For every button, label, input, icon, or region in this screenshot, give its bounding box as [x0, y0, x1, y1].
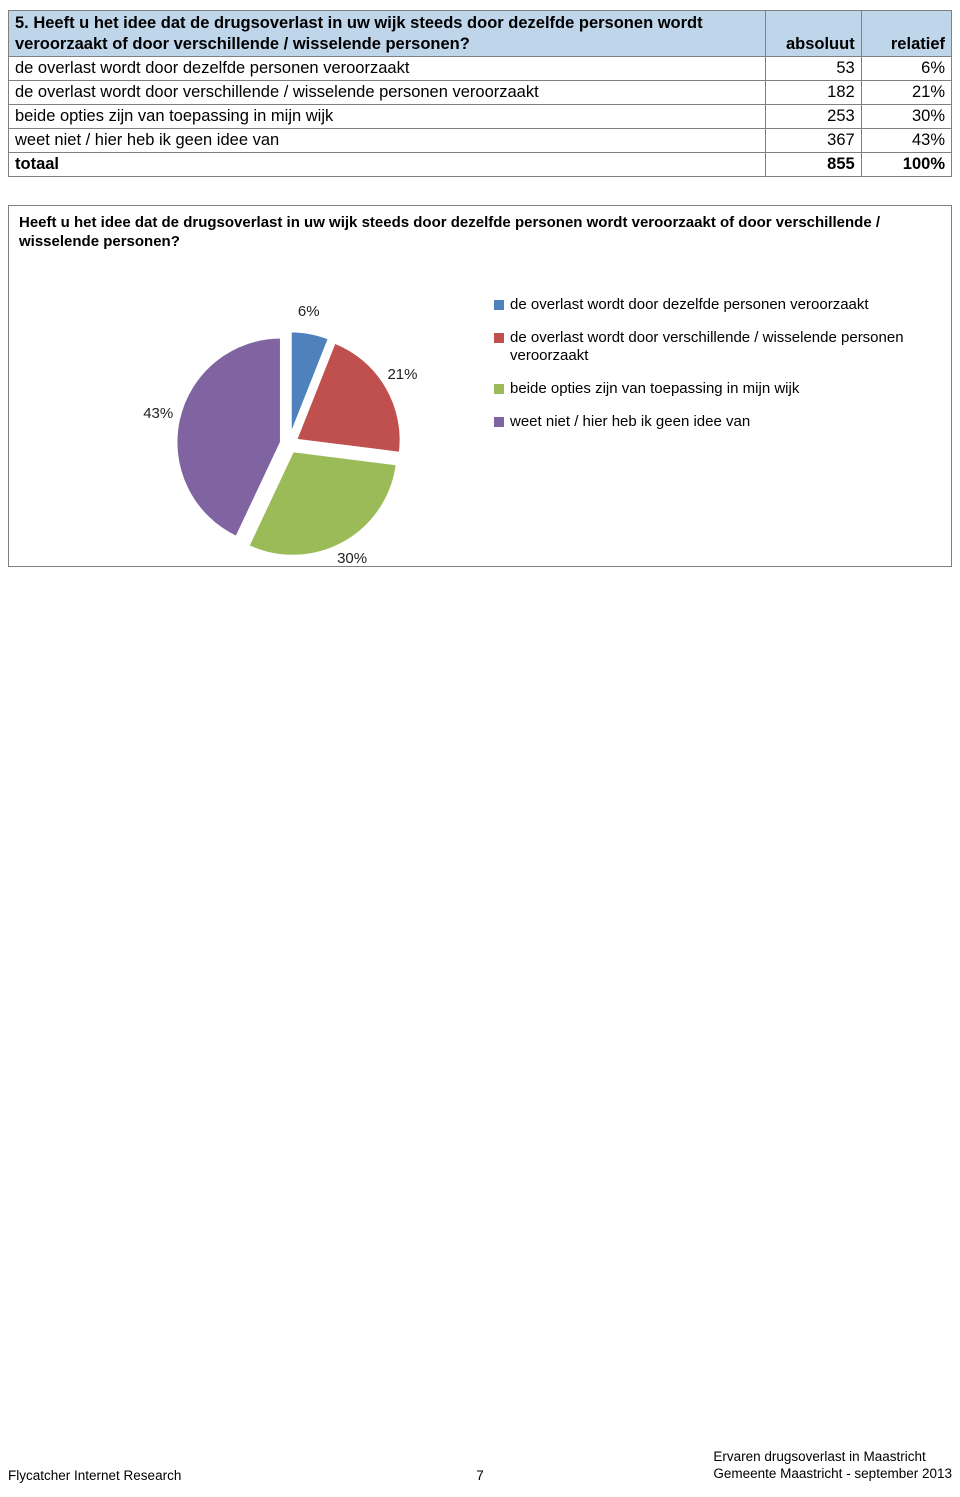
- row-label: de overlast wordt door verschillende / w…: [9, 81, 766, 105]
- row-label: weet niet / hier heb ik geen idee van: [9, 129, 766, 153]
- row-abs: 253: [766, 105, 861, 129]
- footer-page-number: 7: [476, 1468, 484, 1483]
- footer-right-line2: Gemeente Maastricht - september 2013: [713, 1466, 952, 1481]
- legend-swatch: [494, 300, 504, 310]
- chart-body: 6%21%30%43% de overlast wordt door dezel…: [19, 256, 941, 556]
- survey-table: 5. Heeft u het idee dat de drugsoverlast…: [8, 10, 952, 177]
- total-abs: 855: [766, 153, 861, 177]
- legend-item: de overlast wordt door dezelfde personen…: [494, 296, 941, 315]
- pie-pct-label: 43%: [143, 405, 173, 422]
- pie-svg: [129, 284, 449, 604]
- pie-chart-box: Heeft u het idee dat de drugsoverlast in…: [8, 205, 952, 567]
- table-col-abs: absoluut: [766, 11, 861, 57]
- legend-label: de overlast wordt door verschillende / w…: [510, 329, 941, 367]
- table-row: beide opties zijn van toepassing in mijn…: [9, 105, 952, 129]
- legend-item: beide opties zijn van toepassing in mijn…: [494, 380, 941, 399]
- table-row: de overlast wordt door verschillende / w…: [9, 81, 952, 105]
- pie-pct-label: 6%: [298, 303, 320, 320]
- row-abs: 53: [766, 57, 861, 81]
- row-abs: 367: [766, 129, 861, 153]
- table-question: 5. Heeft u het idee dat de drugsoverlast…: [9, 11, 766, 57]
- row-label: de overlast wordt door dezelfde personen…: [9, 57, 766, 81]
- pie-chart: 6% 21% 30% 43%: [129, 284, 449, 607]
- page-footer: Flycatcher Internet Research 7 Ervaren d…: [8, 1449, 952, 1483]
- row-rel: 6%: [861, 57, 951, 81]
- total-label: totaal: [9, 153, 766, 177]
- legend-swatch: [494, 417, 504, 427]
- legend-label: weet niet / hier heb ik geen idee van: [510, 413, 750, 432]
- pie-pct-label: 21%: [387, 366, 417, 383]
- row-abs: 182: [766, 81, 861, 105]
- chart-title: Heeft u het idee dat de drugsoverlast in…: [19, 214, 941, 252]
- legend-item: weet niet / hier heb ik geen idee van: [494, 413, 941, 432]
- footer-right: Ervaren drugsoverlast in Maastricht Geme…: [713, 1449, 952, 1483]
- total-rel: 100%: [861, 153, 951, 177]
- table-row: weet niet / hier heb ik geen idee van 36…: [9, 129, 952, 153]
- footer-right-line1: Ervaren drugsoverlast in Maastricht: [713, 1449, 925, 1464]
- legend-swatch: [494, 384, 504, 394]
- row-rel: 21%: [861, 81, 951, 105]
- legend-swatch: [494, 333, 504, 343]
- row-rel: 43%: [861, 129, 951, 153]
- legend-label: beide opties zijn van toepassing in mijn…: [510, 380, 799, 399]
- row-label: beide opties zijn van toepassing in mijn…: [9, 105, 766, 129]
- pie-pct-label: 30%: [337, 550, 367, 567]
- row-rel: 30%: [861, 105, 951, 129]
- table-row: de overlast wordt door dezelfde personen…: [9, 57, 952, 81]
- table-col-rel: relatief: [861, 11, 951, 57]
- footer-left: Flycatcher Internet Research: [8, 1468, 181, 1483]
- legend-item: de overlast wordt door verschillende / w…: [494, 329, 941, 367]
- chart-legend: de overlast wordt door dezelfde personen…: [494, 296, 941, 446]
- legend-label: de overlast wordt door dezelfde personen…: [510, 296, 869, 315]
- table-row-total: totaal 855 100%: [9, 153, 952, 177]
